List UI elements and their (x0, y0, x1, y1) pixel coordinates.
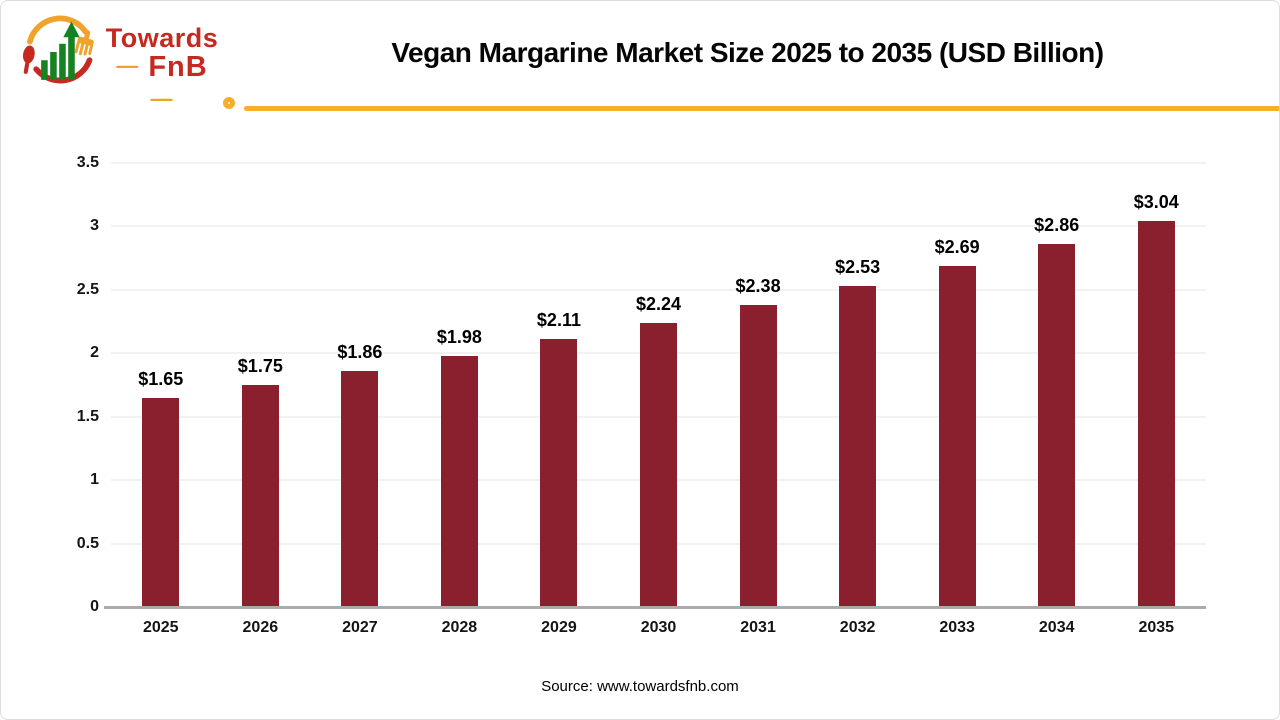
fork-icon (74, 30, 94, 56)
bar-value-label: $1.98 (436, 326, 482, 347)
source-text: Source: www.towardsfnb.com (541, 678, 739, 695)
towards-fnb-logo-icon (22, 15, 94, 84)
y-tick-label: 1 (90, 471, 99, 489)
accent-ring-icon (223, 97, 235, 109)
bar-value-label: $3.04 (1133, 192, 1179, 213)
y-axis-labels: 0 0.5 1 1.5 2 2.5 3 3.5 (31, 154, 99, 615)
bar-value-label: $2.11 (536, 310, 581, 331)
x-tick-label: 2032 (839, 619, 876, 636)
x-tick-label: 2031 (740, 619, 776, 636)
x-tick-label: 2035 (1138, 619, 1175, 636)
x-tick-label: 2033 (939, 619, 975, 636)
bar-2028 (440, 355, 478, 607)
x-tick-label: 2026 (242, 619, 279, 636)
bar-column-2028: $1.98 (410, 163, 510, 607)
bar-2026 (241, 385, 279, 607)
bar-2027 (341, 371, 379, 607)
x-tick-label: 2028 (441, 619, 478, 636)
bar-column-2029: $2.11 (509, 163, 609, 607)
bar-value-label: $1.86 (337, 342, 383, 363)
bar-column-2034: $2.86 (1007, 163, 1107, 607)
bar-2033 (938, 265, 976, 607)
bar-column-2031: $2.38 (708, 163, 808, 607)
bar-2035 (1137, 221, 1175, 607)
x-axis-line (104, 606, 1206, 609)
bar-column-2033: $2.69 (907, 163, 1007, 607)
bar-column-2027: $1.86 (310, 163, 410, 607)
gridline (111, 225, 1206, 228)
x-tick-label: 2027 (342, 619, 378, 636)
logo-dash-left: — (116, 53, 140, 78)
y-tick-label: 0 (90, 598, 99, 615)
x-tick-label: 2030 (640, 619, 677, 636)
bar-value-label: $2.24 (635, 293, 682, 314)
bar-value-label: $2.53 (835, 257, 881, 278)
x-axis-labels: 2025 2026 2027 2028 2029 2030 2031 2032 2033 2034… (111, 619, 1206, 637)
y-tick-label: 2 (90, 344, 99, 362)
y-tick-label: 0.5 (76, 534, 99, 552)
bar-column-2026: $1.75 (211, 163, 311, 607)
logo-brand-name: Towards (105, 23, 219, 53)
bar-value-label: $2.86 (1034, 215, 1080, 236)
bar-2030 (640, 322, 677, 607)
bar-2025 (142, 397, 180, 607)
accent-divider-line (244, 106, 1279, 111)
x-tick-label: 2025 (142, 619, 179, 636)
y-tick-label: 3.5 (76, 154, 99, 171)
spoon-icon (22, 45, 35, 74)
bar-column-2025: $1.65 (111, 163, 211, 607)
plot-area: $1.65 $1.75 $1.86 $1.98 $2.11 $2.24 $2.38 $2.53… (104, 162, 1206, 609)
bar-2034 (1038, 244, 1076, 607)
y-tick-label: 1.5 (76, 407, 99, 425)
bar-2032 (839, 286, 877, 607)
bar-value-label: $2.38 (735, 276, 781, 297)
gridline (111, 288, 1206, 291)
gridline (111, 162, 1206, 164)
bar-column-2030: $2.24 (609, 163, 709, 607)
bar-2031 (739, 305, 777, 607)
bars-row: $1.65 $1.75 $1.86 $1.98 $2.11 $2.24 $2.38 $2.53… (111, 163, 1206, 607)
towards-fnb-wordmark: Towards — FnB — (101, 23, 223, 117)
y-tick-label: 3 (90, 217, 99, 235)
bar-value-label: $1.65 (138, 368, 184, 389)
bar-value-label: $2.69 (934, 236, 980, 257)
y-tick-label: 2.5 (76, 280, 99, 298)
logo-brand-sub: — FnB — (101, 51, 223, 117)
growth-bars-icon (41, 21, 80, 80)
bar-column-2035: $3.04 (1106, 163, 1206, 607)
x-tick-label: 2034 (1038, 619, 1075, 636)
chart-title: Vegan Margarine Market Size 2025 to 2035… (391, 37, 1104, 68)
bar-column-2032: $2.53 (808, 163, 908, 607)
x-tick-label: 2029 (541, 619, 577, 636)
bar-2029 (540, 339, 578, 607)
logo-dash-right: — (150, 86, 174, 111)
logo-fnb-text: FnB (148, 51, 208, 83)
bar-value-label: $1.75 (237, 356, 283, 376)
